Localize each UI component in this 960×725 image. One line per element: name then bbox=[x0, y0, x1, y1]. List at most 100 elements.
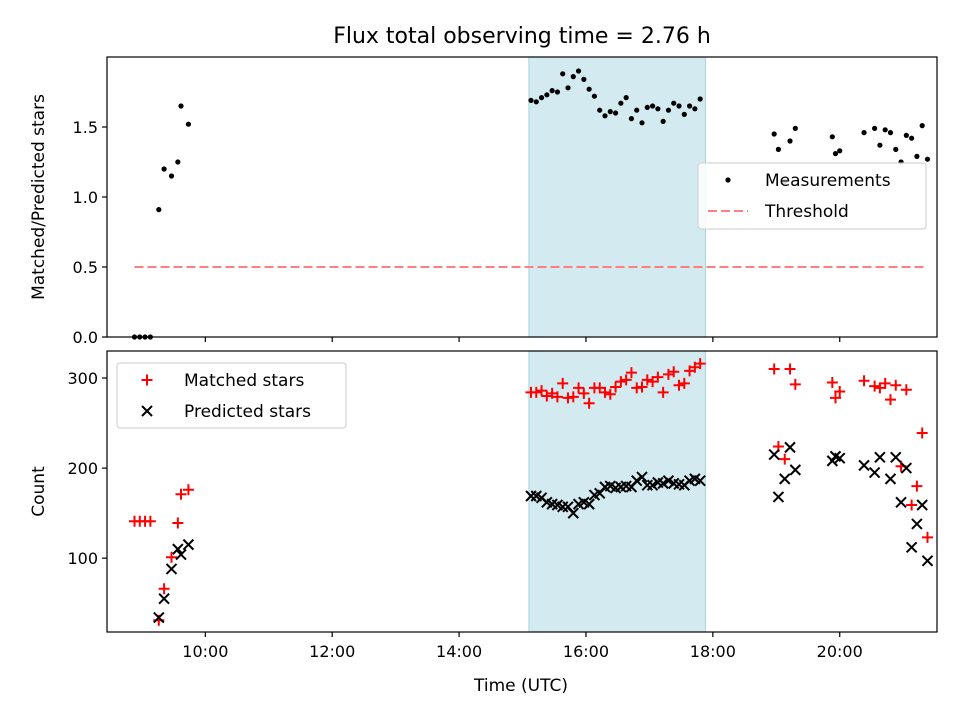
y-tick-label: 1.5 bbox=[73, 118, 98, 137]
data-point bbox=[924, 156, 931, 162]
data-point bbox=[604, 388, 616, 400]
data-point bbox=[909, 135, 915, 141]
x-axis-label: Time (UTC) bbox=[473, 676, 568, 696]
x-tick-label: 16:00 bbox=[563, 642, 609, 661]
data-point bbox=[884, 473, 897, 485]
data-point bbox=[890, 451, 902, 463]
data-point bbox=[829, 392, 841, 404]
data-point bbox=[530, 386, 542, 398]
data-point bbox=[554, 89, 561, 95]
x-tick-label: 10:00 bbox=[182, 642, 228, 661]
data-point bbox=[636, 381, 648, 393]
data-point bbox=[586, 86, 592, 92]
data-point bbox=[544, 92, 550, 98]
data-point bbox=[678, 377, 690, 389]
data-point bbox=[623, 95, 629, 101]
data-point bbox=[607, 109, 613, 115]
data-point bbox=[612, 110, 619, 116]
data-point bbox=[834, 386, 846, 398]
legend-label: Measurements bbox=[765, 171, 891, 191]
data-point bbox=[768, 448, 780, 461]
data-point bbox=[900, 384, 912, 396]
data-point bbox=[175, 159, 181, 165]
legend-label: Matched stars bbox=[184, 371, 304, 391]
data-point bbox=[567, 391, 579, 403]
data-point bbox=[158, 592, 170, 605]
legend-label: Predicted stars bbox=[184, 402, 311, 422]
data-point bbox=[185, 121, 192, 127]
data-point bbox=[775, 146, 782, 152]
data-point bbox=[565, 85, 571, 91]
legend-label: Threshold bbox=[764, 202, 849, 222]
y-tick-label: 300 bbox=[67, 369, 98, 388]
data-point bbox=[911, 480, 923, 492]
y-axis-label: Matched/Predicted stars bbox=[29, 94, 49, 300]
data-point bbox=[906, 499, 918, 511]
data-point bbox=[868, 466, 881, 479]
data-point bbox=[567, 507, 579, 519]
data-point bbox=[172, 517, 184, 529]
y-tick-label: 200 bbox=[67, 459, 98, 478]
data-point bbox=[660, 118, 666, 124]
x-tick-label: 18:00 bbox=[690, 642, 736, 661]
data-point bbox=[158, 583, 170, 595]
data-point bbox=[172, 543, 184, 555]
data-point bbox=[903, 132, 909, 138]
data-point bbox=[834, 452, 846, 464]
data-point bbox=[671, 100, 677, 106]
data-point bbox=[178, 103, 184, 109]
legend-box bbox=[697, 162, 927, 230]
data-point bbox=[890, 379, 902, 391]
x-tick-label: 12:00 bbox=[309, 642, 355, 661]
series-measurements bbox=[131, 68, 931, 340]
data-point bbox=[551, 391, 563, 403]
data-point bbox=[771, 131, 777, 137]
y-tick-label: 1.0 bbox=[73, 188, 98, 207]
x-tick-label: 20:00 bbox=[817, 642, 863, 661]
data-point bbox=[573, 382, 585, 394]
data-point bbox=[826, 377, 838, 389]
data-point bbox=[628, 116, 635, 122]
data-point bbox=[921, 531, 933, 543]
data-point bbox=[175, 488, 187, 500]
data-point bbox=[877, 142, 883, 148]
data-point bbox=[837, 148, 843, 154]
panel-bottom: 100 200 300 10:00 12:00 14:00 16:00 18:00 20:00 C… bbox=[29, 350, 938, 661]
data-point bbox=[536, 385, 548, 397]
data-point bbox=[641, 374, 653, 386]
data-point bbox=[916, 427, 928, 439]
legend: Measurements Threshold bbox=[697, 162, 927, 230]
data-point bbox=[905, 541, 918, 554]
data-point bbox=[681, 111, 687, 117]
data-point bbox=[533, 99, 539, 105]
data-point bbox=[665, 107, 672, 113]
data-point bbox=[900, 462, 913, 474]
legend-box bbox=[116, 362, 347, 429]
data-point bbox=[557, 377, 569, 389]
axes-frame bbox=[106, 350, 938, 633]
data-point bbox=[895, 496, 907, 509]
data-point bbox=[779, 473, 791, 485]
data-point bbox=[538, 95, 545, 101]
data-point bbox=[829, 134, 835, 140]
data-point bbox=[644, 104, 650, 110]
data-point bbox=[694, 358, 706, 370]
data-point bbox=[182, 538, 195, 551]
y-tick-label: 0.5 bbox=[73, 258, 98, 277]
data-point bbox=[916, 499, 928, 511]
data-point bbox=[768, 363, 780, 375]
data-point bbox=[686, 103, 693, 109]
data-point bbox=[787, 138, 793, 144]
data-point bbox=[168, 173, 175, 179]
data-point bbox=[697, 96, 703, 102]
data-point bbox=[161, 166, 167, 172]
data-point bbox=[655, 106, 661, 112]
data-point bbox=[639, 120, 645, 126]
data-point bbox=[165, 551, 177, 563]
data-point bbox=[591, 93, 598, 99]
data-point bbox=[832, 151, 839, 157]
data-point bbox=[631, 474, 643, 487]
legend-marker bbox=[141, 405, 153, 417]
